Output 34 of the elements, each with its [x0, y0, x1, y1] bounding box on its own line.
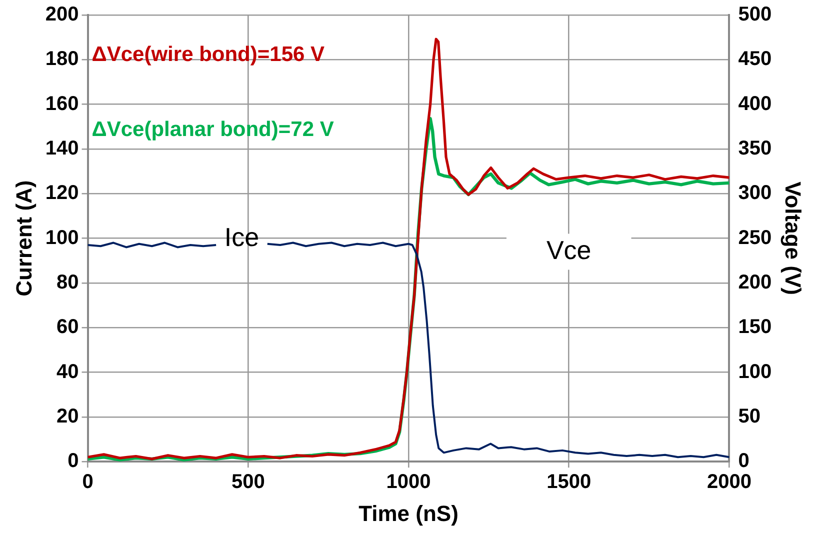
x-tick-label: 0: [82, 471, 94, 494]
y2-tick-label: 200: [738, 271, 772, 294]
x-tick-label: 500: [231, 471, 265, 494]
y-tick-label: 200: [45, 4, 79, 26]
y2-tick-label: 0: [738, 450, 750, 472]
y-tick-label: 60: [56, 316, 79, 338]
x-tick-label: 1000: [386, 471, 431, 494]
y-tick-label: 140: [45, 137, 79, 160]
y-tick-label: 40: [56, 360, 79, 383]
y2-tick-label: 150: [738, 316, 772, 338]
text: ΔVce(planar bond)=72 V: [92, 118, 334, 141]
y-tick-label: 180: [45, 48, 79, 70]
y-tick-label: 160: [45, 92, 79, 115]
y2-tick-label: 100: [738, 360, 772, 383]
y-tick-label: 20: [56, 405, 79, 428]
annotation: Vce: [546, 234, 592, 265]
y2-axis-title: Voltage (V): [780, 182, 806, 295]
x-axis-title: Time (nS): [358, 500, 458, 526]
x-tick-label: 2000: [706, 471, 752, 494]
y-axis-title: Current (A): [11, 180, 36, 296]
x-tick-label: 1500: [546, 471, 592, 494]
text: ΔVce(wire bond)=156 V: [92, 42, 325, 66]
y2-tick-label: 450: [738, 48, 772, 70]
y2-tick-label: 400: [738, 92, 772, 115]
series-label: Ice: [224, 222, 260, 252]
y-tick-label: 100: [45, 226, 79, 249]
y2-tick-label: 300: [738, 182, 772, 204]
y-tick-label: 0: [68, 450, 79, 472]
y2-tick-label: 500: [738, 4, 772, 26]
y2-tick-label: 350: [738, 137, 772, 160]
y-tick-label: 80: [56, 271, 79, 294]
y2-tick-label: 250: [738, 226, 772, 249]
y2-tick-label: 50: [738, 405, 760, 428]
y-tick-label: 120: [45, 182, 79, 204]
